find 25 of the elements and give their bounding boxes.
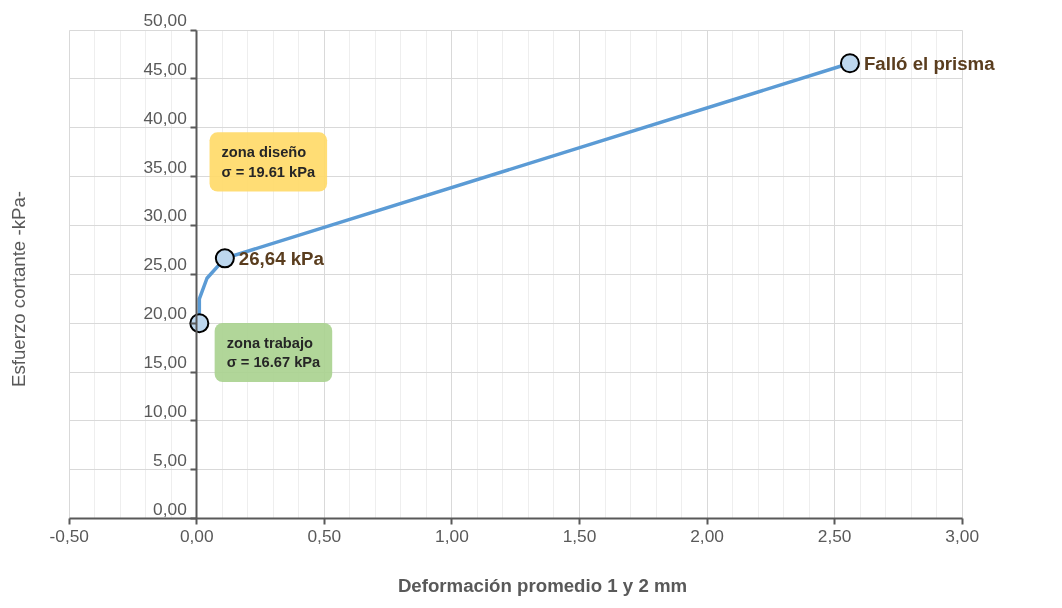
y-tick-label: 10,00 [143, 400, 187, 421]
y-tick-label: 20,00 [143, 303, 187, 324]
y-tick-label: 15,00 [143, 352, 187, 373]
data-label: Falló el prisma [863, 52, 996, 74]
y-tick-label: 25,00 [143, 254, 187, 275]
x-tick-label: 0,00 [179, 525, 214, 546]
x-tick-label: 2,50 [817, 525, 852, 546]
x-axis-title: Deformación promedio 1 y 2 mm [397, 574, 688, 596]
y-tick-label: 5,00 [153, 449, 187, 470]
x-tick-label: 1,00 [435, 525, 469, 546]
y-axis-title: Esfuerzo cortante -kPa- [7, 191, 29, 387]
x-tick-label: 2,00 [690, 525, 724, 546]
x-tick-label: -0,50 [49, 525, 89, 546]
y-tick-label: 40,00 [143, 107, 187, 128]
y-tick-label: 30,00 [143, 205, 187, 226]
x-tick-label: 1,50 [562, 525, 597, 546]
y-tick-label: 35,00 [143, 156, 187, 177]
y-tick-label: 45,00 [143, 58, 187, 79]
annotation: zona diseño σ = 19.61 kPa [221, 144, 316, 180]
y-tick-label: 0,00 [153, 498, 187, 519]
x-tick-label: 0,50 [307, 525, 342, 546]
x-tick-label: 3,00 [945, 525, 980, 546]
annotation: zona trabajo σ = 16.67 kPa [226, 334, 322, 371]
y-tick-label: 50,00 [143, 10, 187, 31]
data-label: 26,64 kPa [238, 247, 325, 269]
